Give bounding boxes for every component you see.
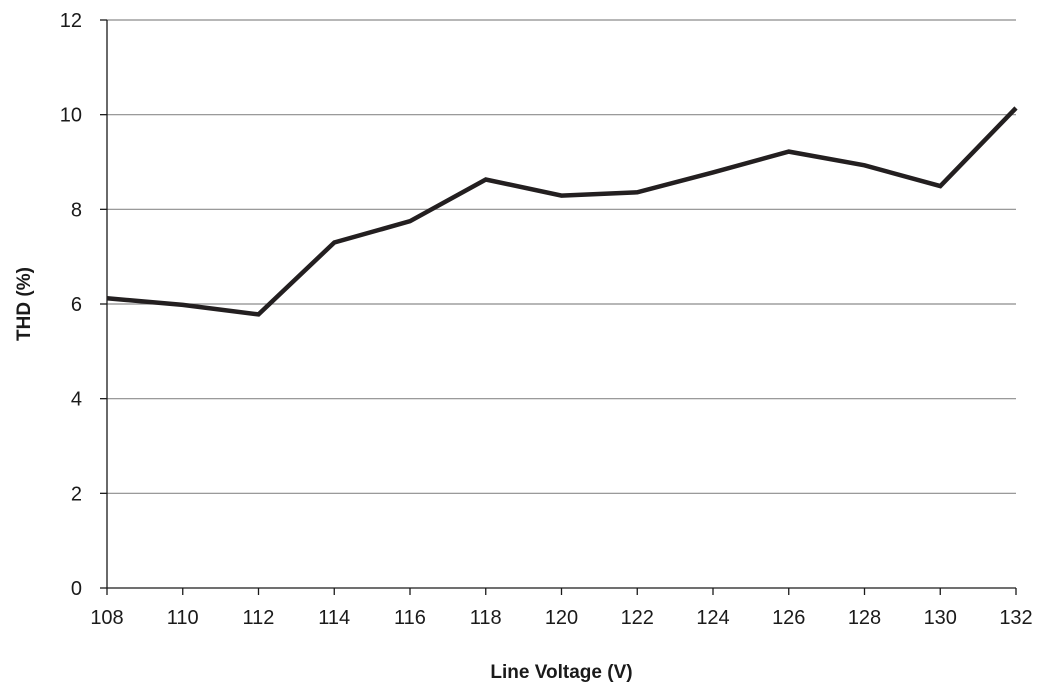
x-axis-title: Line Voltage (V): [490, 662, 632, 683]
x-tick-label-8: 124: [696, 607, 729, 629]
x-tick-label-5: 118: [470, 607, 502, 629]
x-tick-label-2: 112: [243, 607, 275, 629]
x-tick-label-3: 114: [318, 607, 350, 629]
x-tick-label-1: 110: [167, 607, 199, 629]
y-tick-label-1: 2: [71, 483, 82, 505]
x-tick-label-7: 122: [621, 607, 654, 629]
y-tick-label-6: 12: [60, 10, 82, 32]
y-tick-label-2: 4: [71, 389, 82, 411]
series-layer: [106, 106, 1018, 317]
y-tick-label-3: 6: [71, 294, 82, 316]
x-tick-label-4: 116: [394, 607, 426, 629]
x-tick-label-6: 120: [545, 607, 578, 629]
x-tick-label-0: 108: [90, 607, 123, 629]
y-tick-label-0: 0: [71, 578, 82, 600]
y-axis-ticks: 0 2 4 6 8 10 12: [60, 10, 107, 600]
x-tick-label-9: 126: [772, 607, 805, 629]
y-tick-label-4: 8: [71, 199, 82, 221]
y-axis-title: THD (%): [14, 267, 35, 341]
y-tick-label-5: 10: [60, 105, 82, 127]
grid-lines: [107, 19, 1016, 494]
x-tick-label-10: 128: [848, 607, 881, 629]
x-tick-label-12: 132: [999, 607, 1032, 629]
x-axis-ticks: 108 110 112 114 116 118 120 122 124 126 128 130 132: [90, 588, 1033, 629]
x-tick-label-11: 130: [924, 607, 957, 629]
series-line-0: [106, 106, 1018, 317]
